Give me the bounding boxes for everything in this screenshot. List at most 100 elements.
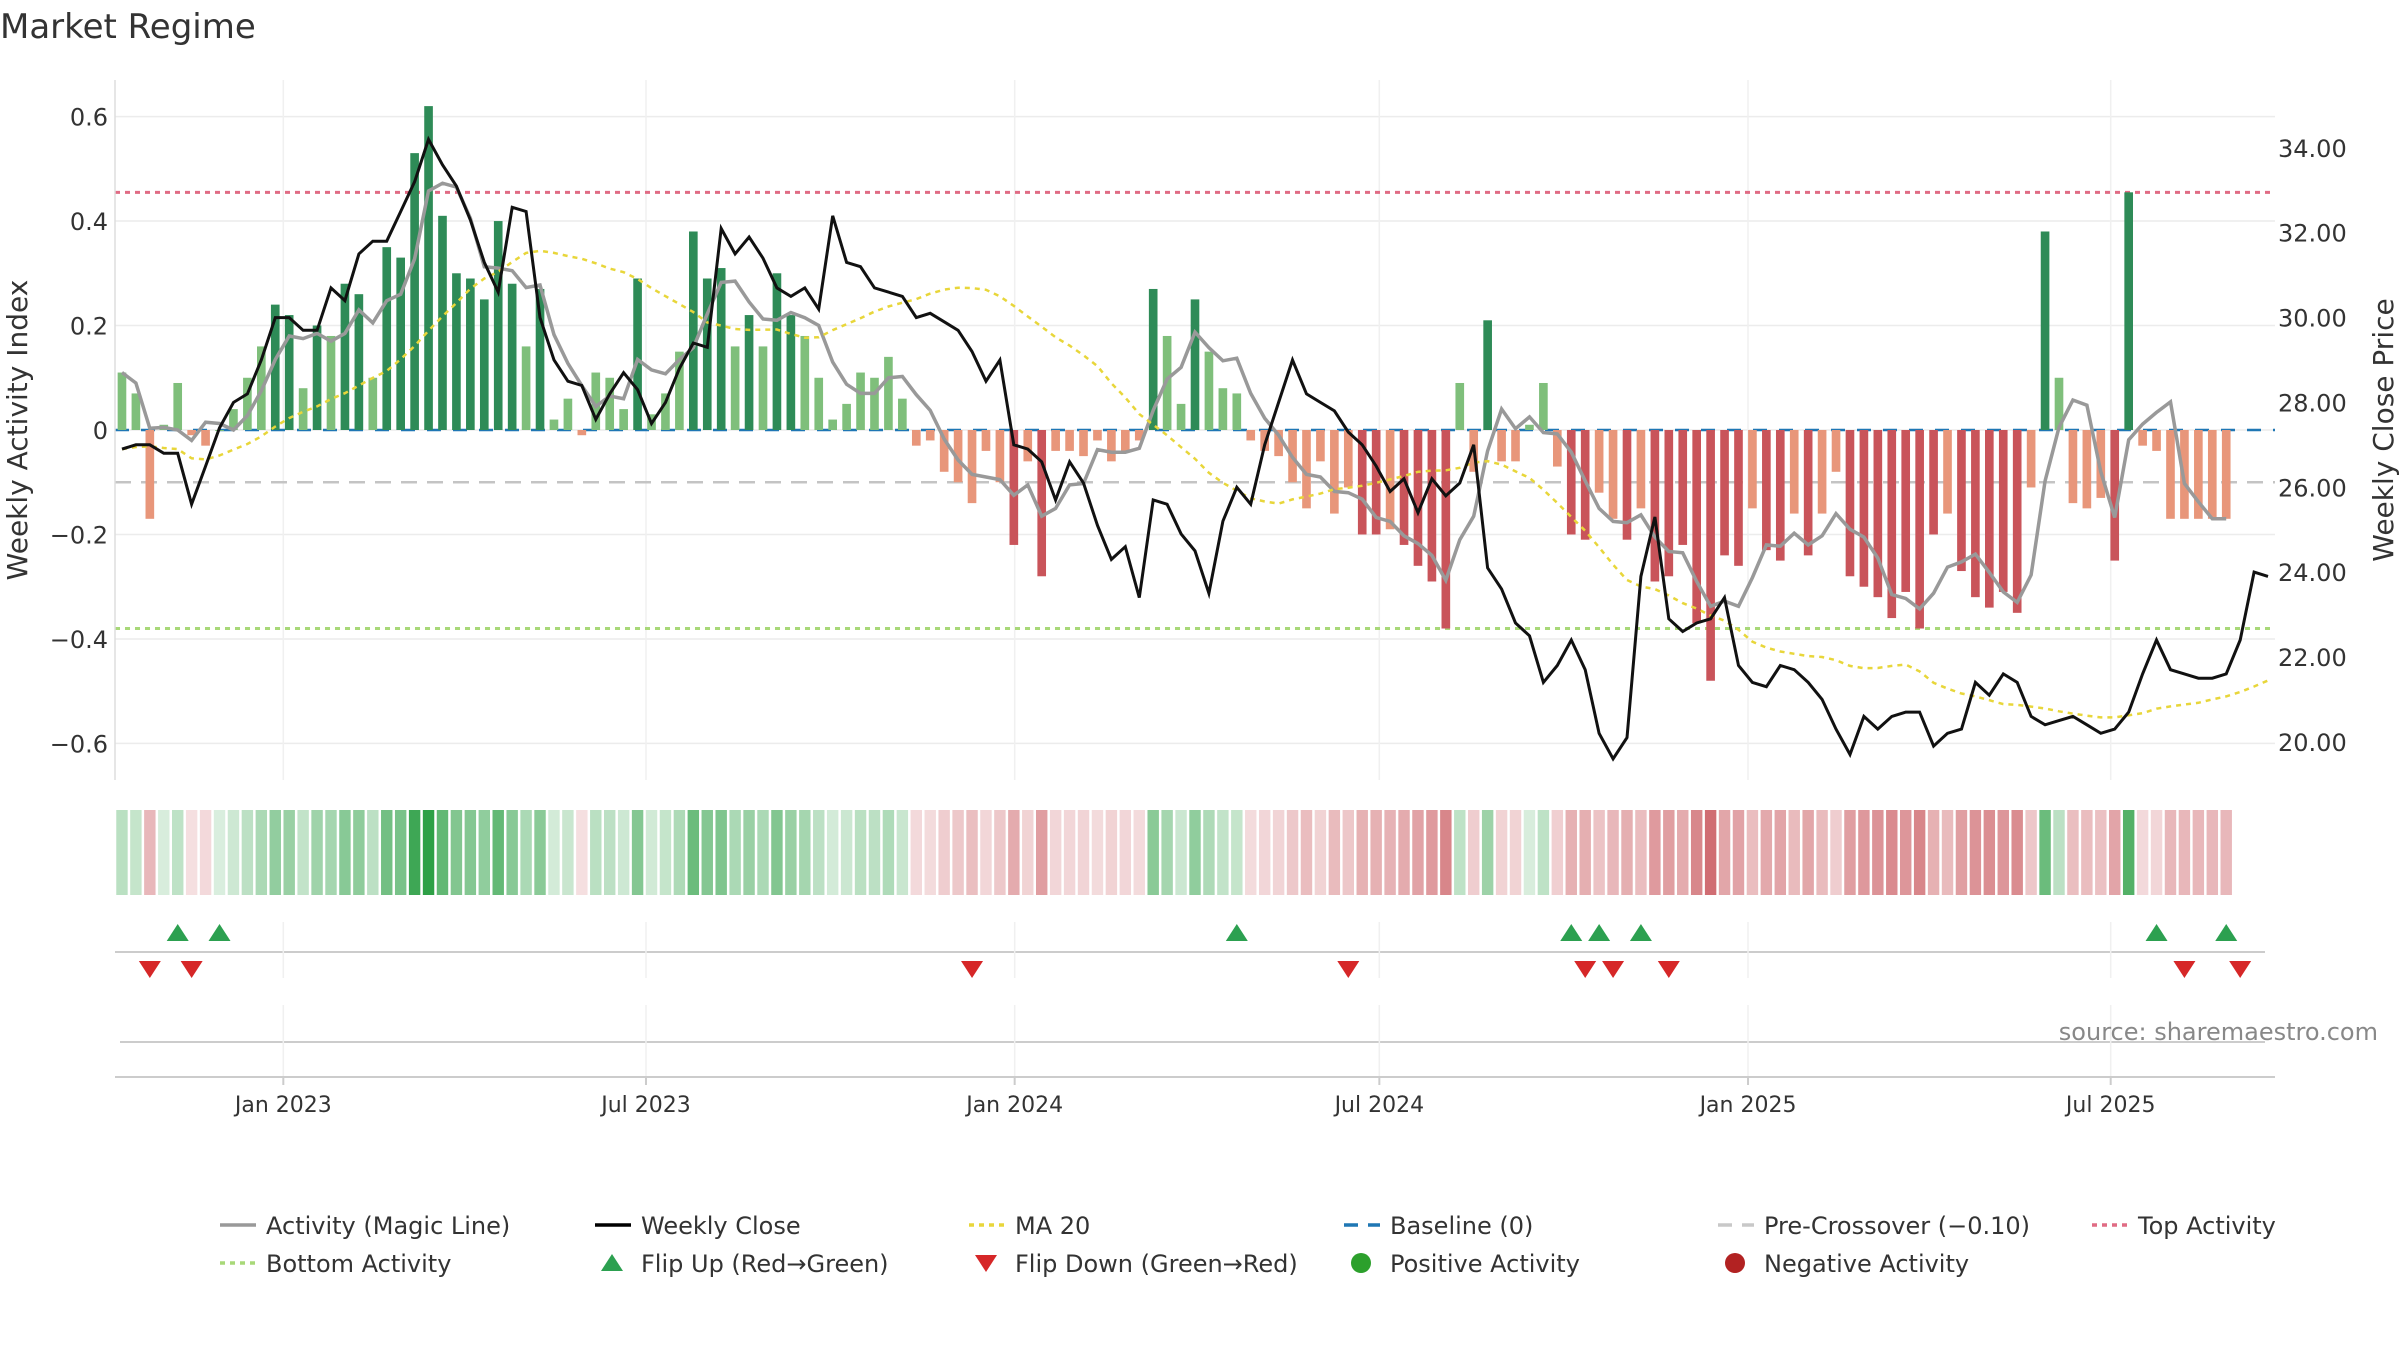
activity-bar xyxy=(1330,430,1339,514)
x-tick-label: Jul 2025 xyxy=(2064,1093,2156,1118)
regime-strip-cell xyxy=(1732,810,1745,895)
activity-bar xyxy=(1803,430,1813,556)
regime-strip-cell xyxy=(199,810,212,895)
regime-strip-cell xyxy=(562,810,574,895)
regime-strip-cell xyxy=(2150,810,2163,895)
activity-bar xyxy=(1037,430,1047,577)
regime-strip-cell xyxy=(1593,810,1605,895)
regime-strip-cell xyxy=(1342,810,1355,895)
regime-strip-cell xyxy=(1579,810,1591,895)
y-right-tick-label: 20.00 xyxy=(2278,729,2347,757)
regime-strip-cell xyxy=(1008,810,1020,895)
activity-bar xyxy=(828,419,837,430)
y-left-tick-label: −0.4 xyxy=(50,626,108,654)
activity-bar xyxy=(1789,430,1799,514)
activity-bar xyxy=(995,430,1005,483)
activity-bar xyxy=(1511,430,1520,462)
regime-strip-cell xyxy=(1481,810,1494,895)
activity-bar xyxy=(368,377,378,430)
regime-strip-cell xyxy=(1718,810,1731,895)
x-tick-label: Jul 2023 xyxy=(599,1093,691,1118)
regime-strip-cell xyxy=(171,810,184,895)
activity-bar xyxy=(967,430,977,504)
regime-strip-cell xyxy=(980,810,992,895)
legend-label: Weekly Close xyxy=(641,1212,801,1240)
regime-strip-cell xyxy=(2220,810,2232,895)
activity-bar xyxy=(1775,430,1785,561)
regime-strip-cell xyxy=(1091,810,1104,895)
flip-down-marker xyxy=(180,961,203,978)
regime-strip-cell xyxy=(1384,810,1396,895)
flip-down-marker xyxy=(961,961,984,978)
legend-label: Pre-Crossover (−0.10) xyxy=(1764,1212,2030,1240)
activity-bar xyxy=(619,409,628,430)
regime-strip-cell xyxy=(283,810,295,895)
regime-strip-cell xyxy=(1760,810,1773,895)
regime-strip-cell xyxy=(1886,810,1898,895)
regime-strip-cell xyxy=(367,810,379,895)
regime-strip-cell xyxy=(1802,810,1814,895)
y-left-tick-label: 0.6 xyxy=(70,104,108,132)
regime-strip-cell xyxy=(1440,810,1452,895)
regime-strip-cell xyxy=(2081,810,2093,895)
activity-bar xyxy=(2152,430,2161,451)
y-left-tick-label: 0.2 xyxy=(70,313,108,341)
regime-strip-cell xyxy=(659,810,672,895)
flip-down-marker xyxy=(138,961,161,978)
activity-bar xyxy=(479,299,489,430)
regime-strip-cell xyxy=(1328,810,1341,895)
activity-bar xyxy=(1748,430,1757,509)
y-right-tick-label: 30.00 xyxy=(2278,305,2347,333)
activity-bar xyxy=(1441,430,1451,629)
regime-strip-cell xyxy=(576,810,588,895)
activity-bar xyxy=(856,372,865,430)
activity-bar xyxy=(633,278,642,430)
y-right-tick-label: 34.00 xyxy=(2278,135,2347,163)
regime-strip-cell xyxy=(1495,810,1508,895)
activity-bar xyxy=(981,430,991,451)
activity-bar xyxy=(1497,430,1506,462)
legend-circle-icon xyxy=(1351,1253,1371,1273)
activity-bar xyxy=(1678,430,1688,545)
activity-bar xyxy=(591,372,601,430)
regime-strip-cell xyxy=(1983,810,1996,895)
regime-strip-cell xyxy=(2122,810,2135,895)
regime-strip-cell xyxy=(311,810,323,895)
activity-bar xyxy=(1915,430,1924,629)
activity-bar xyxy=(1065,430,1074,451)
regime-strip-cell xyxy=(1997,810,2009,895)
activity-bar xyxy=(173,382,183,430)
x-tick-label: Jan 2024 xyxy=(964,1093,1063,1118)
legend-item: Activity (Magic Line) xyxy=(220,1212,510,1240)
activity-bar xyxy=(493,221,503,430)
flip-up-marker xyxy=(1629,924,1652,941)
activity-bar xyxy=(284,315,294,430)
regime-strip-cell xyxy=(520,810,532,895)
activity-bar xyxy=(1664,430,1674,577)
activity-bar xyxy=(1483,320,1492,430)
activity-bar xyxy=(772,273,782,430)
activity-bar xyxy=(1079,430,1088,457)
legend-label: Negative Activity xyxy=(1764,1250,1969,1278)
series-lines xyxy=(120,135,2269,762)
regime-strip-cell xyxy=(339,810,351,895)
legend-triangle-down-icon xyxy=(975,1255,997,1272)
activity-bar xyxy=(1148,288,1158,430)
activity-bar xyxy=(1399,430,1409,545)
regime-strip-cell xyxy=(1272,810,1285,895)
legend-label: Positive Activity xyxy=(1390,1250,1580,1278)
activity-bar xyxy=(744,315,754,430)
activity-bar xyxy=(2012,430,2022,613)
activity-bar xyxy=(716,268,726,430)
regime-strip-cell xyxy=(645,810,658,895)
regime-strip-cell xyxy=(924,810,936,895)
regime-strip-cell xyxy=(952,810,964,895)
flip-down-marker xyxy=(1337,961,1360,978)
regime-strip-cell xyxy=(1119,810,1132,895)
ma20-line xyxy=(121,249,2269,719)
activity-bar xyxy=(340,283,350,430)
regime-strip-cell xyxy=(1398,810,1410,895)
activity-bar xyxy=(1190,299,1200,430)
activity-bar xyxy=(758,346,768,430)
regime-strip-cell xyxy=(116,810,128,895)
